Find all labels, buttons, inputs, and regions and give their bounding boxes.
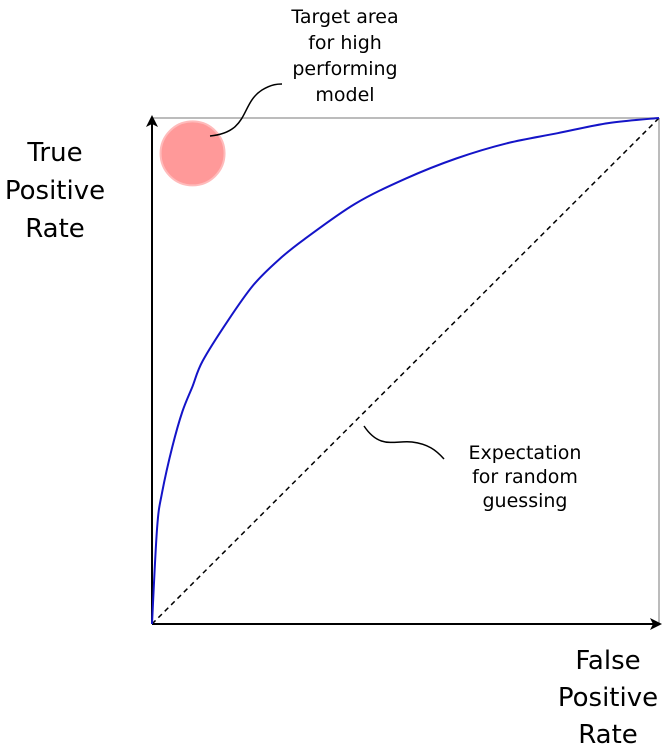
annotation-line: model — [315, 84, 375, 106]
annotation-line: Expectation — [468, 442, 582, 464]
annotation-line: for high — [308, 32, 382, 54]
random-guess-line — [151, 117, 660, 625]
x-axis-label-line: Positive — [557, 683, 659, 713]
x-axis-label-line: False — [575, 646, 641, 676]
y-axis-label-line: True — [27, 138, 83, 168]
x-axis-label-line: Rate — [578, 720, 638, 750]
y-axis-label-line: Positive — [4, 176, 106, 206]
annotation-line: performing — [292, 58, 398, 80]
annotation-line: Target area — [291, 6, 399, 28]
target-area-marker — [159, 120, 226, 187]
random-guess-annotation: Expectation for random guessing — [440, 441, 610, 513]
target-callout-line — [209, 83, 283, 137]
annotation-line: for random — [472, 466, 578, 488]
roc-curve — [151, 117, 660, 625]
random-callout-line — [363, 425, 445, 460]
y-axis-label-line: Rate — [25, 214, 85, 244]
target-area-annotation: Target area for high performing model — [270, 4, 420, 108]
y-axis-label: True Positive Rate — [0, 134, 110, 248]
annotation-line: guessing — [482, 490, 568, 512]
x-axis-label: False Positive Rate — [548, 643, 665, 754]
